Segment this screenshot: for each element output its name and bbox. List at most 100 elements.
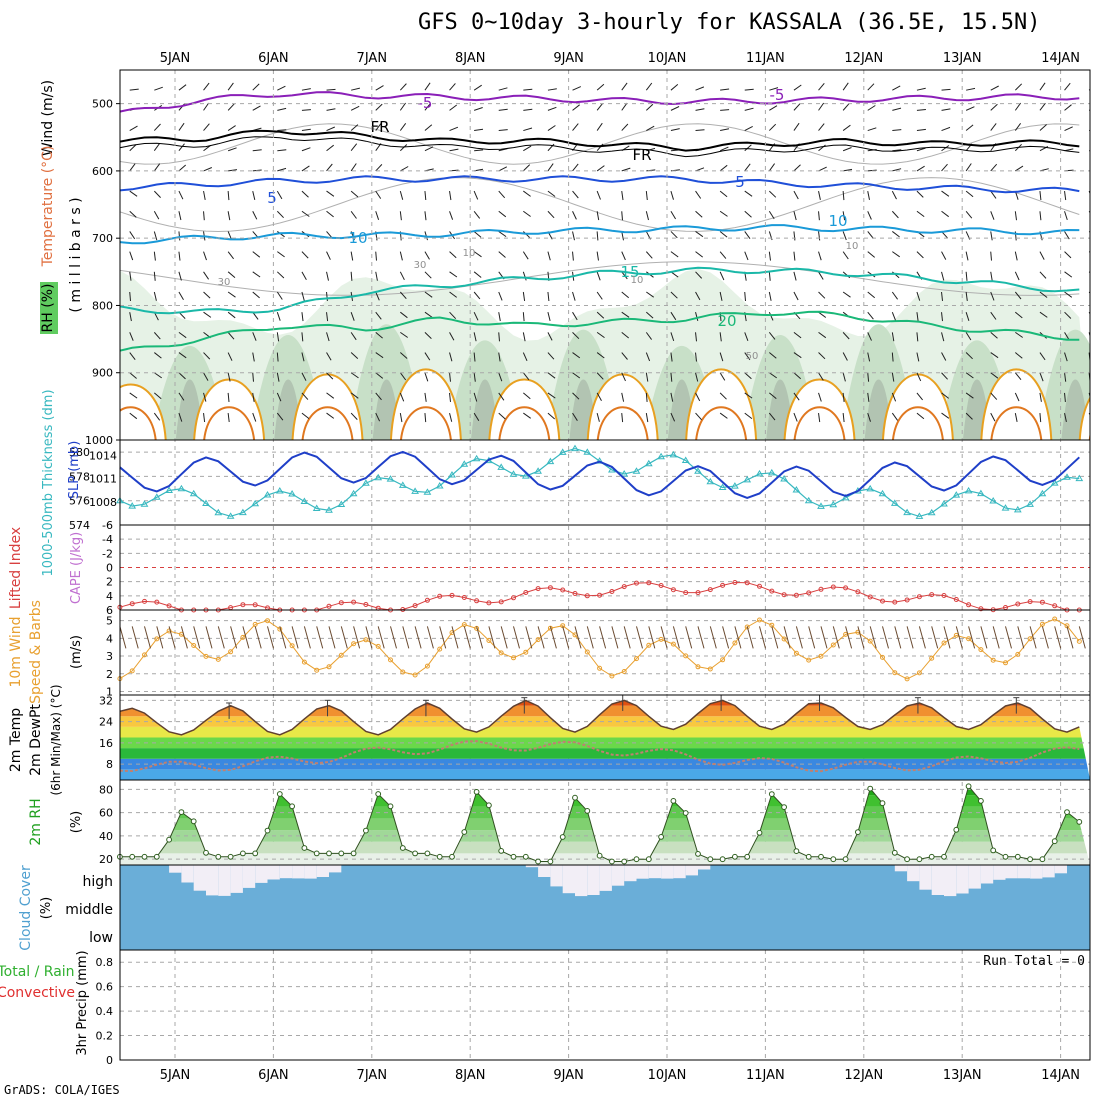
wind-barb [473,332,477,342]
wind-barb [399,190,404,200]
wind-speed-marker [191,643,197,648]
wind-barb [916,210,925,218]
wind-barb [941,332,945,342]
wind-barb [720,109,730,111]
isotherm-label: FR [632,146,651,164]
wind-barb [596,83,605,91]
ylabel-lifted-index: Lifted Index [8,527,24,609]
wind-barb-10m [918,626,926,649]
wind-barb [695,291,701,301]
wind-barb [154,372,162,379]
rh-marker [768,791,775,797]
rh-band [120,841,1090,854]
thickness-marker [866,484,875,492]
thickness-marker [927,508,936,516]
temp-30-dome [120,406,157,440]
wind-barb [990,251,992,261]
cloud-clear-block [575,865,588,897]
thickness-tick-label: 580 [69,446,90,459]
wind-barb-10m [463,626,471,649]
wind-barb [276,190,283,200]
wind-barb [818,166,827,172]
pressure-tick-label: 1000 [85,434,113,447]
slp-tick-label: 1011 [89,473,117,486]
thickness-marker [1038,489,1047,497]
rh-marker [436,853,443,860]
rh-marker [596,852,603,859]
wind-barb [941,88,951,91]
wind-barb-10m [648,626,656,649]
wind-barb [744,251,749,261]
wind-barb [768,251,771,261]
thickness-marker [1013,505,1022,513]
rh-marker [805,853,812,860]
lifted-index-marker [855,589,861,595]
wind-barb [842,413,845,423]
wind-barb [793,352,802,359]
wind-barb [1064,231,1070,240]
lifted-index-marker [953,597,959,602]
wind-barb [720,88,730,91]
wind-barb-10m [353,626,361,649]
wind-barb [1015,352,1023,359]
wind-barb [572,104,580,111]
wind-barb [768,163,776,172]
wind-barb-10m [574,626,582,649]
wind-barb [867,332,872,341]
wind-barb [473,352,476,362]
wind-barb [547,352,555,360]
wind-barb-10m [623,626,631,649]
wind-barb [941,251,947,260]
wind-barb [227,352,233,361]
wind-barb [252,332,257,341]
wind-barb [572,123,579,131]
temp-30-dome [203,406,256,440]
wind-speed-marker [1076,638,1082,644]
wind-speed-marker [412,672,418,678]
wind-barb [842,211,846,221]
temp-25-dome [193,378,266,440]
wind-barb [276,312,281,321]
wind-barb [965,271,968,281]
wind-barb [203,271,210,280]
wind-barb [720,128,730,132]
wind-barb [1014,211,1017,221]
wind-barb [203,311,212,318]
wind-barb [547,143,555,152]
thickness-marker [595,457,604,464]
wind-barb-10m [205,626,213,649]
ylabel-precip: 3hr Precip (mm) [75,950,90,1055]
wind-barb [203,251,207,261]
wind-barb [818,102,825,111]
thickness-marker [804,496,813,504]
wind-barb [129,251,134,261]
wind-barb [473,372,476,382]
pressure-tick-label: 800 [92,299,113,312]
wind-barb [498,392,505,401]
wind-barb [695,332,697,342]
wind-barb [375,123,382,131]
x-tick-label-top: 13JAN [943,51,982,66]
wind-barb [129,312,132,322]
wind-barb [326,332,330,342]
wind-speed-marker [621,669,627,674]
dewpoint-line [119,740,1080,773]
wind-barb [891,372,895,382]
lifted-tick-label: 2 [106,576,113,589]
rh-bands [120,786,1090,865]
wind-speed-marker [609,673,615,679]
thickness-tick-label: 574 [69,519,90,532]
lifted-index-marker [129,601,135,607]
wind-barb [523,190,531,197]
wind-barb [695,251,704,258]
wind-barb [301,210,310,217]
cloud-clear-block [1042,865,1055,878]
thickness-tick-label: 578 [69,470,90,483]
wind-speed-marker [670,641,676,647]
wind-barb [916,352,920,362]
wind-barb [670,352,673,362]
wind-barb [129,392,138,399]
wind-barb [1039,372,1044,382]
wind-barb-10m [586,626,594,649]
ylabel-rh: RH (%) [40,284,56,333]
